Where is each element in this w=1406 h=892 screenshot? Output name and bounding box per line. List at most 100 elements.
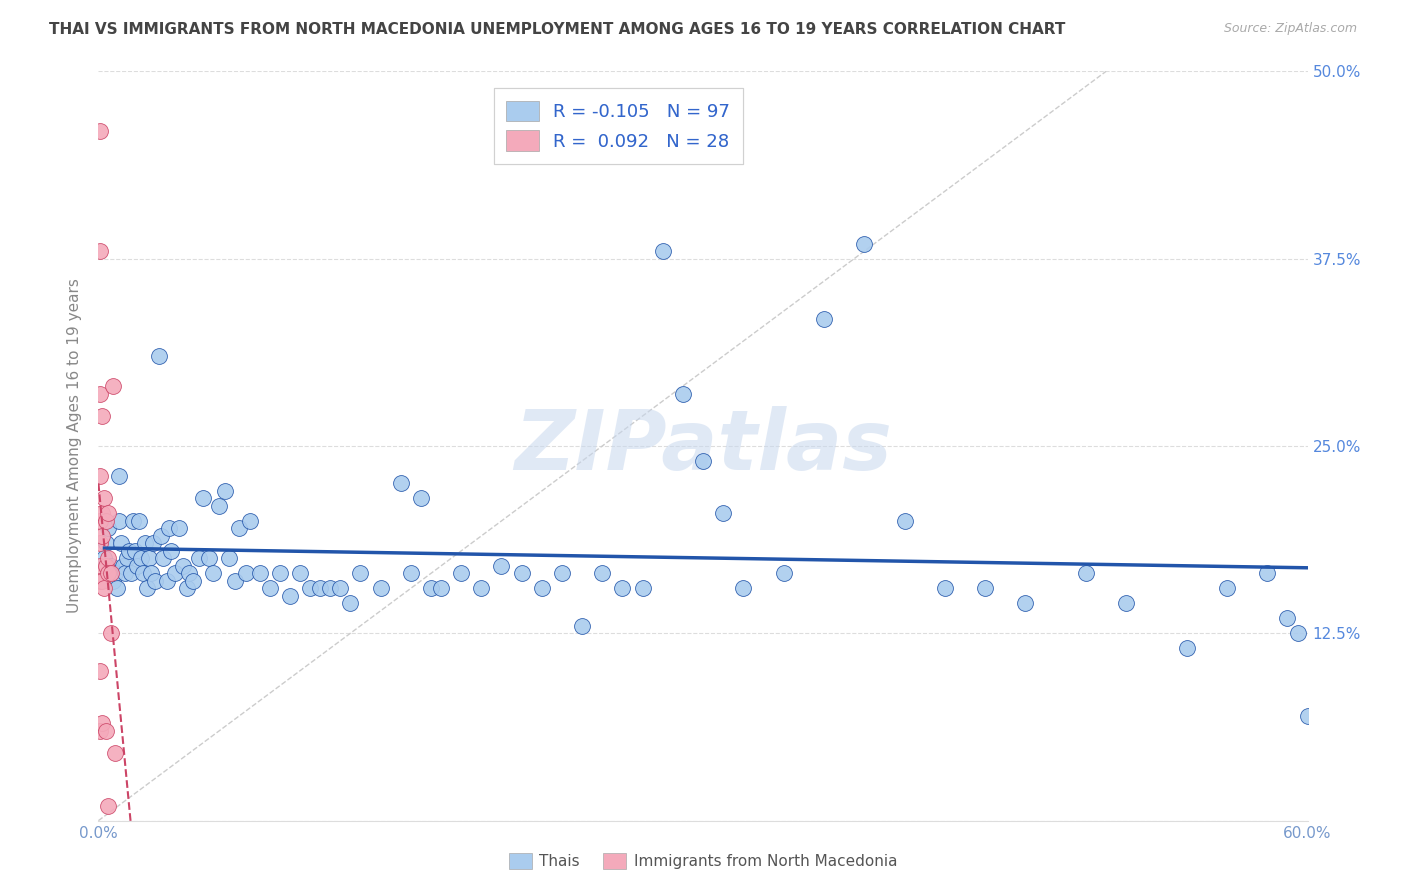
Point	[96, 514, 118, 528]
Point	[91, 574, 114, 588]
Point	[100, 566, 122, 581]
Point	[202, 566, 225, 581]
Y-axis label: Unemployment Among Ages 16 to 19 years: Unemployment Among Ages 16 to 19 years	[67, 278, 83, 614]
Point	[91, 507, 114, 521]
Point	[156, 574, 179, 588]
Point	[813, 311, 835, 326]
Point	[259, 582, 281, 596]
Point	[319, 582, 342, 596]
Point	[1296, 708, 1319, 723]
Point	[198, 551, 221, 566]
Point	[107, 514, 129, 528]
Point	[118, 544, 141, 558]
Point	[89, 386, 111, 401]
Point	[89, 514, 111, 528]
Point	[111, 558, 134, 573]
Point	[121, 514, 143, 528]
Point	[138, 551, 160, 566]
Point	[235, 566, 257, 581]
Point	[157, 521, 180, 535]
Text: Source: ZipAtlas.com: Source: ZipAtlas.com	[1223, 22, 1357, 36]
Point	[733, 582, 755, 596]
Point	[288, 566, 311, 581]
Point	[160, 544, 183, 558]
Point	[339, 596, 361, 610]
Point	[893, 514, 915, 528]
Point	[551, 566, 574, 581]
Point	[1115, 596, 1137, 610]
Point	[148, 349, 170, 363]
Point	[91, 409, 114, 423]
Point	[142, 536, 165, 550]
Point	[149, 529, 172, 543]
Point	[1256, 566, 1278, 581]
Point	[143, 574, 166, 588]
Point	[631, 582, 654, 596]
Point	[1277, 611, 1299, 625]
Point	[1175, 641, 1198, 656]
Point	[239, 514, 262, 528]
Point	[179, 566, 201, 581]
Point	[89, 536, 111, 550]
Point	[399, 566, 422, 581]
Point	[89, 244, 111, 259]
Point	[510, 566, 533, 581]
Point	[269, 566, 291, 581]
Point	[249, 566, 271, 581]
Point	[1216, 582, 1239, 596]
Text: ZIPatlas: ZIPatlas	[515, 406, 891, 486]
Point	[107, 469, 129, 483]
Point	[224, 574, 246, 588]
Point	[93, 582, 115, 596]
Point	[163, 566, 186, 581]
Point	[651, 244, 673, 259]
Point	[349, 566, 371, 581]
Point	[692, 454, 714, 468]
Point	[420, 582, 443, 596]
Point	[389, 476, 412, 491]
Point	[309, 582, 332, 596]
Point	[853, 236, 876, 251]
Point	[711, 507, 734, 521]
Point	[120, 566, 142, 581]
Point	[772, 566, 794, 581]
Point	[135, 582, 157, 596]
Point	[93, 491, 115, 506]
Point	[1014, 596, 1036, 610]
Point	[105, 582, 128, 596]
Point	[101, 379, 124, 393]
Point	[93, 551, 115, 566]
Point	[167, 521, 190, 535]
Text: THAI VS IMMIGRANTS FROM NORTH MACEDONIA UNEMPLOYMENT AMONG AGES 16 TO 19 YEARS C: THAI VS IMMIGRANTS FROM NORTH MACEDONIA …	[49, 22, 1066, 37]
Point	[89, 723, 111, 738]
Point	[97, 521, 120, 535]
Point	[450, 566, 472, 581]
Point	[370, 582, 392, 596]
Point	[110, 536, 132, 550]
Point	[176, 582, 198, 596]
Point	[299, 582, 322, 596]
Point	[96, 536, 118, 550]
Point	[103, 566, 125, 581]
Point	[96, 558, 118, 573]
Point	[470, 582, 492, 596]
Point	[208, 499, 231, 513]
Point	[103, 746, 125, 760]
Point	[172, 558, 194, 573]
Point	[89, 124, 111, 138]
Point	[591, 566, 613, 581]
Point	[672, 386, 695, 401]
Point	[114, 566, 136, 581]
Point	[491, 558, 513, 573]
Point	[89, 469, 111, 483]
Point	[125, 558, 148, 573]
Legend: Thais, Immigrants from North Macedonia: Thais, Immigrants from North Macedonia	[503, 847, 903, 875]
Point	[89, 574, 111, 588]
Point	[129, 551, 152, 566]
Point	[132, 566, 155, 581]
Point	[100, 558, 122, 573]
Point	[1286, 626, 1309, 640]
Point	[97, 507, 120, 521]
Point	[571, 619, 593, 633]
Point	[101, 574, 124, 588]
